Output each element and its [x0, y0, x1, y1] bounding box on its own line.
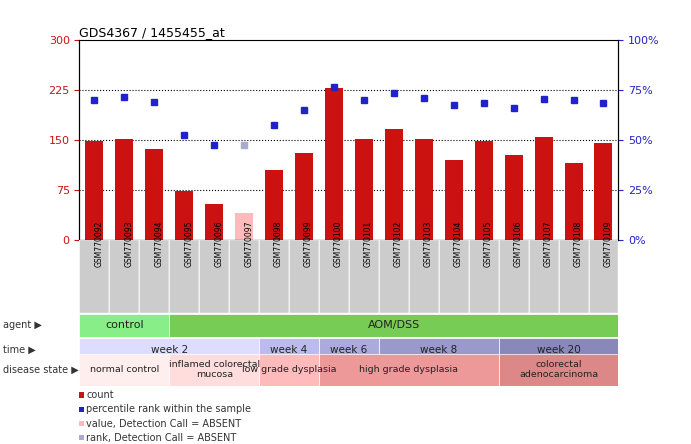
Bar [259, 354, 319, 386]
Text: rank, Detection Call = ABSENT: rank, Detection Call = ABSENT [86, 433, 236, 443]
Bar [295, 153, 313, 240]
Bar [205, 205, 223, 240]
Text: GSM770101: GSM770101 [364, 220, 373, 266]
Text: GSM770097: GSM770097 [244, 220, 253, 267]
Text: week 20: week 20 [537, 345, 580, 355]
Text: low grade dysplasia: low grade dysplasia [242, 365, 337, 374]
Bar [349, 240, 379, 313]
Bar [115, 139, 133, 240]
Bar [229, 240, 259, 313]
Bar [385, 129, 403, 240]
Text: value, Detection Call = ABSENT: value, Detection Call = ABSENT [86, 419, 241, 428]
Text: normal control: normal control [90, 365, 159, 374]
Bar [109, 240, 140, 313]
Text: GSM770094: GSM770094 [154, 220, 163, 267]
Text: agent ▶: agent ▶ [3, 320, 42, 330]
Bar [565, 163, 583, 240]
Bar [289, 240, 319, 313]
Bar [325, 88, 343, 240]
Bar [499, 354, 618, 386]
Bar [529, 240, 558, 313]
Text: percentile rank within the sample: percentile rank within the sample [86, 404, 251, 414]
Text: high grade dysplasia: high grade dysplasia [359, 365, 458, 374]
Text: GSM770109: GSM770109 [603, 220, 612, 266]
Text: GSM770092: GSM770092 [95, 220, 104, 266]
Bar [140, 240, 169, 313]
Bar [169, 240, 199, 313]
Text: inflamed colorectal
mucosa: inflamed colorectal mucosa [169, 360, 260, 380]
Bar [79, 354, 169, 386]
Bar [499, 240, 529, 313]
Text: disease state ▶: disease state ▶ [3, 365, 79, 375]
Text: week 2: week 2 [151, 345, 188, 355]
Text: GSM770096: GSM770096 [214, 220, 223, 267]
Text: GSM770098: GSM770098 [274, 220, 283, 266]
Bar [409, 240, 439, 313]
Bar [79, 313, 169, 337]
Text: week 8: week 8 [420, 345, 457, 355]
Text: GSM770103: GSM770103 [424, 220, 433, 266]
Bar [265, 170, 283, 240]
Bar [169, 354, 259, 386]
Text: GSM770095: GSM770095 [184, 220, 193, 267]
Text: GSM770106: GSM770106 [513, 220, 522, 266]
Text: GSM770107: GSM770107 [544, 220, 553, 266]
Bar [259, 240, 289, 313]
Text: GSM770104: GSM770104 [454, 220, 463, 266]
Bar [79, 338, 259, 361]
Text: colorectal
adenocarcinoma: colorectal adenocarcinoma [519, 360, 598, 380]
Text: AOM/DSS: AOM/DSS [368, 320, 420, 330]
Bar [445, 160, 463, 240]
Text: time ▶: time ▶ [3, 345, 36, 355]
Text: count: count [86, 390, 114, 400]
Bar [468, 240, 499, 313]
Text: week 6: week 6 [330, 345, 368, 355]
Text: GSM770105: GSM770105 [484, 220, 493, 266]
Text: GSM770102: GSM770102 [394, 220, 403, 266]
Bar [589, 240, 618, 313]
Bar [199, 240, 229, 313]
Bar [319, 240, 349, 313]
Text: GSM770093: GSM770093 [124, 220, 133, 267]
Bar [86, 141, 104, 240]
Bar [504, 155, 522, 240]
Bar [145, 149, 163, 240]
Bar [169, 313, 618, 337]
Bar [475, 141, 493, 240]
Bar [535, 137, 553, 240]
Text: GSM770108: GSM770108 [574, 220, 583, 266]
Bar [79, 240, 109, 313]
Bar [439, 240, 468, 313]
Text: GSM770099: GSM770099 [304, 220, 313, 267]
Bar [319, 354, 499, 386]
Bar [379, 240, 409, 313]
Bar [594, 143, 612, 240]
Text: GDS4367 / 1455455_at: GDS4367 / 1455455_at [79, 26, 225, 39]
Bar [355, 139, 373, 240]
Bar [558, 240, 589, 313]
Text: control: control [105, 320, 144, 330]
Bar [415, 139, 433, 240]
Bar [235, 213, 253, 240]
Bar [176, 191, 193, 240]
Bar [259, 338, 319, 361]
Text: GSM770100: GSM770100 [334, 220, 343, 266]
Bar [319, 338, 379, 361]
Bar [379, 338, 499, 361]
Text: week 4: week 4 [270, 345, 307, 355]
Bar [499, 338, 618, 361]
